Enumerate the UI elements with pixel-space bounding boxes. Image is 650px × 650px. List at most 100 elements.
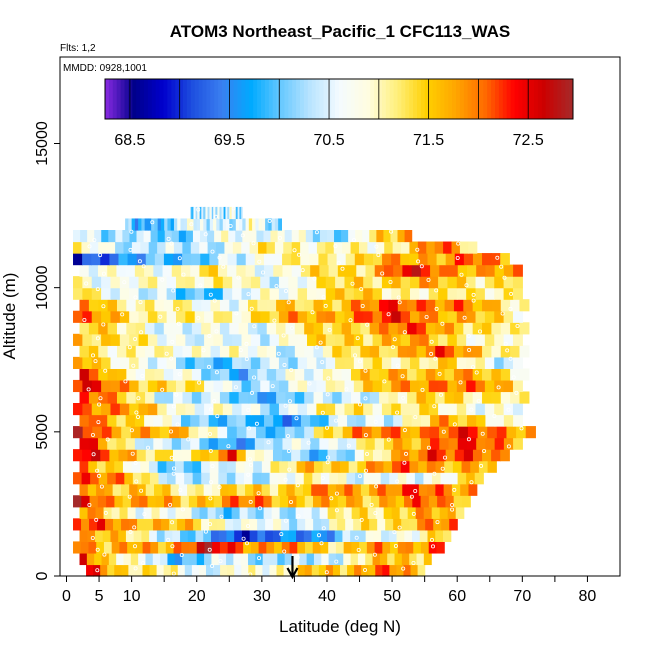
sample-point (329, 496, 334, 501)
heatmap-cell (222, 310, 233, 323)
heatmap-cell (227, 437, 237, 450)
heatmap-cell (171, 230, 180, 243)
heatmap-cell (403, 564, 412, 577)
heatmap-cell (182, 345, 193, 358)
heatmap-cell (157, 333, 168, 346)
heatmap-cell (199, 241, 209, 254)
heatmap-cell (143, 230, 152, 243)
heatmap-cell (222, 356, 233, 369)
heatmap-cell (207, 241, 217, 254)
sample-point (327, 327, 332, 332)
sample-point (365, 322, 370, 327)
heatmap-cell (291, 552, 300, 566)
heatmap-cell (184, 472, 194, 485)
heatmap-cell (80, 230, 88, 243)
heatmap-cell (138, 276, 149, 289)
heatmap-cell (166, 310, 177, 323)
heatmap-cell (366, 541, 376, 554)
heatmap-cell (407, 299, 418, 312)
heatmap-cell (199, 414, 210, 427)
heatmap-cell (420, 437, 431, 450)
heatmap-cell (397, 391, 408, 404)
heatmap-cell (312, 472, 322, 485)
heatmap-cell (210, 299, 221, 312)
heatmap-cell (265, 218, 269, 231)
colorbar-segment (374, 79, 379, 119)
heatmap-cell (216, 241, 226, 254)
heatmap-cell (384, 241, 394, 254)
colorbar-segment (319, 79, 324, 119)
heatmap-cell (131, 218, 136, 231)
heatmap-cell (381, 287, 392, 300)
heatmap-cell (329, 518, 338, 531)
sample-point (166, 236, 171, 241)
sample-point (82, 317, 87, 322)
sample-point (346, 443, 351, 448)
heatmap-cell (143, 506, 153, 519)
heatmap-cell (261, 460, 272, 473)
sample-point (359, 287, 364, 292)
heatmap-cell (381, 403, 392, 416)
heatmap-cell (149, 564, 158, 577)
sample-point (469, 480, 474, 485)
heatmap-cell (391, 310, 402, 323)
heatmap-cell (167, 506, 177, 519)
heatmap-cell (190, 218, 195, 231)
heatmap-cell (278, 403, 289, 416)
heatmap-cell (444, 345, 455, 358)
heatmap-cell (410, 333, 420, 346)
heatmap-cell (150, 230, 159, 243)
heatmap-cell (256, 426, 267, 439)
heatmap-cell (159, 426, 170, 439)
heatmap-cell (119, 356, 130, 369)
sample-point (334, 508, 339, 513)
heatmap-cell (503, 414, 514, 427)
heatmap-cell (328, 414, 339, 427)
heatmap-cell (304, 391, 315, 404)
sample-point (386, 312, 391, 317)
heatmap-cell (325, 333, 336, 346)
heatmap-cell (100, 564, 108, 577)
colorbar-segment (397, 79, 402, 119)
heatmap-cell (449, 472, 459, 485)
heatmap-cell (447, 403, 458, 416)
heatmap-cell (397, 472, 407, 485)
heatmap-cell (232, 310, 243, 323)
heatmap-cell (144, 414, 154, 427)
heatmap-cell (400, 333, 411, 346)
heatmap-cell (197, 206, 200, 220)
heatmap-cell (441, 518, 450, 531)
heatmap-cell (297, 564, 306, 577)
heatmap-cell (229, 206, 231, 220)
colorbar-segment (518, 79, 523, 119)
heatmap-cell (350, 552, 359, 566)
colorbar-segment (440, 79, 445, 119)
sample-point (246, 407, 251, 412)
sample-point (357, 359, 362, 364)
heatmap-cell (307, 403, 317, 416)
heatmap-cell (225, 518, 234, 531)
heatmap-cell (181, 414, 191, 427)
heatmap-cell (183, 506, 193, 519)
heatmap-cell (434, 241, 444, 254)
sample-point (129, 229, 134, 234)
heatmap-cell (82, 287, 93, 300)
heatmap-cell (343, 541, 352, 554)
sample-point (401, 395, 406, 400)
sample-point (312, 276, 317, 281)
colorbar-segment (358, 79, 363, 119)
heatmap-cell (167, 218, 172, 231)
x-axis-label: Latitude (deg N) (279, 617, 401, 636)
heatmap-cell (182, 299, 193, 312)
heatmap-cell (232, 276, 243, 289)
sample-point (130, 451, 135, 456)
heatmap-cell (273, 437, 284, 450)
heatmap-cell (248, 345, 258, 358)
heatmap-cell (319, 506, 329, 519)
colorbar-segment (463, 79, 469, 119)
x-axis-tick-label: 5 (95, 588, 104, 605)
heatmap-cell (288, 529, 297, 542)
heatmap-cell (257, 518, 266, 531)
heatmap-cell (318, 564, 327, 577)
heatmap-cell (224, 206, 227, 220)
